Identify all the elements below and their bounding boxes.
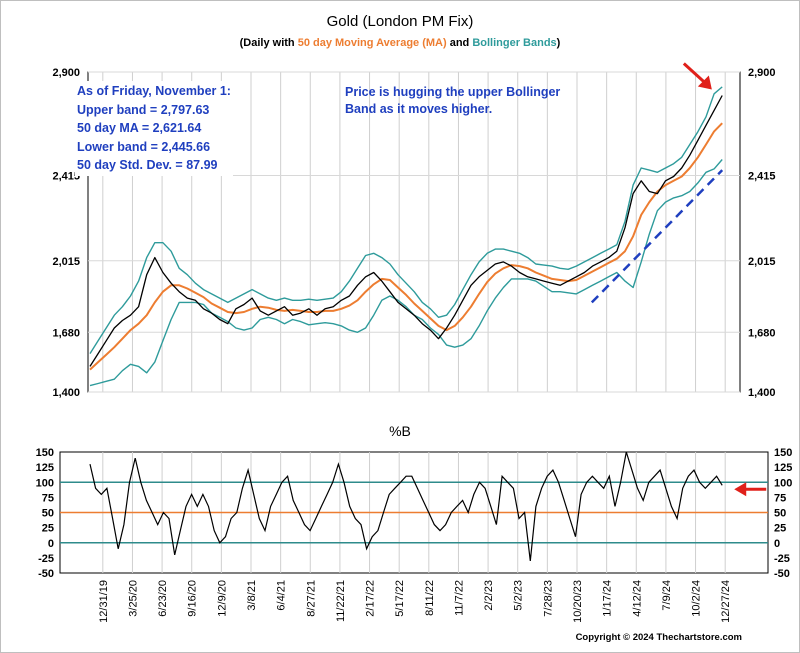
- stats-line: Lower band = 2,445.66: [77, 139, 211, 154]
- chart-title: Gold (London PM Fix): [326, 13, 474, 30]
- main-y-tick-label-left: 1,400: [52, 387, 80, 399]
- gold-price-line: [89, 95, 723, 367]
- x-tick-label: 5/17/22: [394, 580, 406, 617]
- x-tick-label: 6/23/20: [157, 580, 169, 617]
- lower-band-line: [89, 159, 723, 387]
- main-y-tick-label-right: 2,900: [748, 67, 776, 79]
- x-tick-label: 3/25/20: [127, 580, 139, 617]
- x-tick-label: 5/2/23: [513, 580, 525, 611]
- percent-b-y-tick-left: 150: [36, 447, 54, 459]
- chart-subtitle: (Daily with 50 day Moving Average (MA) a…: [239, 37, 561, 49]
- main-y-tick-label-right: 1,400: [748, 387, 776, 399]
- percent-b-y-tick-left: 0: [48, 538, 54, 550]
- main-y-tick-label-left: 2,015: [52, 256, 80, 268]
- price-arrow-shaft: [682, 62, 707, 85]
- percent-b-y-tick-right: -50: [774, 568, 790, 580]
- percent-b-y-tick-right: 125: [774, 462, 792, 474]
- percent-b-y-tick-left: 125: [36, 462, 54, 474]
- stats-line: 50 day MA = 2,621.64: [77, 121, 202, 135]
- x-tick-label: 6/4/21: [276, 580, 288, 611]
- stats-line: Upper band = 2,797.63: [77, 102, 210, 117]
- price-arrow-head: [697, 75, 712, 90]
- percent-b-y-tick-right: 75: [774, 492, 786, 504]
- x-tick-label: 10/20/23: [572, 580, 584, 623]
- x-tick-label: 9/16/20: [187, 580, 199, 617]
- note-annotation: Price is hugging the upper Bollinger Ban…: [345, 84, 575, 118]
- x-tick-label: 4/12/24: [631, 580, 643, 617]
- moving-average-line: [89, 122, 723, 371]
- stats-line: As of Friday, November 1:: [77, 84, 231, 98]
- x-tick-label: 7/28/23: [542, 580, 554, 617]
- x-tick-label: 10/2/24: [691, 580, 703, 617]
- x-tick-label: 12/31/19: [98, 580, 110, 623]
- x-tick-label: 2/17/22: [365, 580, 377, 617]
- percent-b-y-tick-right: 0: [774, 538, 780, 550]
- upper-band-line: [89, 86, 723, 354]
- percent-b-y-tick-right: 50: [774, 508, 786, 520]
- x-tick-label: 12/9/20: [216, 580, 228, 617]
- percent-b-arrow-head: [734, 482, 747, 497]
- percent-b-y-tick-left: 100: [36, 477, 54, 489]
- main-y-tick-label-right: 2,415: [748, 170, 776, 182]
- x-tick-label: 2/2/23: [483, 580, 495, 611]
- percent-b-y-tick-left: 75: [42, 492, 54, 504]
- percent-b-title: %B: [389, 423, 411, 439]
- note-line: Price is hugging the upper Bollinger: [345, 85, 561, 99]
- stats-line: 50 day Std. Dev. = 87.99: [77, 158, 218, 172]
- x-tick-label: 8/11/22: [424, 580, 436, 616]
- main-y-tick-label-right: 2,015: [748, 256, 776, 268]
- percent-b-y-tick-left: -25: [38, 553, 54, 565]
- x-tick-label: 7/9/24: [661, 580, 673, 611]
- main-y-tick-label-left: 2,900: [52, 67, 80, 79]
- percent-b-y-tick-right: 25: [774, 523, 786, 535]
- x-tick-label: 1/17/24: [602, 580, 614, 617]
- percent-b-y-tick-left: -50: [38, 568, 54, 580]
- support-trendline: [590, 169, 724, 304]
- percent-b-line: [89, 451, 723, 561]
- percent-b-y-tick-right: -25: [774, 553, 790, 565]
- percent-b-y-tick-right: 150: [774, 447, 792, 459]
- x-tick-label: 3/8/21: [246, 580, 258, 611]
- percent-b-y-tick-left: 50: [42, 508, 54, 520]
- main-y-tick-label-left: 2,415: [52, 170, 80, 182]
- x-tick-label: 12/27/24: [720, 580, 732, 623]
- x-tick-label: 11/22/21: [335, 580, 347, 622]
- main-y-tick-label-right: 1,680: [748, 327, 776, 339]
- note-line: Band as it moves higher.: [345, 102, 493, 116]
- x-tick-label: 11/7/22: [453, 580, 465, 616]
- main-y-tick-label-left: 1,680: [52, 327, 80, 339]
- copyright: Copyright © 2024 Thechartstore.com: [575, 632, 742, 643]
- stats-annotation: As of Friday, November 1: Upper band = 2…: [75, 81, 233, 176]
- percent-b-y-tick-left: 25: [42, 523, 54, 535]
- percent-b-y-tick-right: 100: [774, 477, 792, 489]
- x-tick-label: 8/27/21: [305, 580, 317, 617]
